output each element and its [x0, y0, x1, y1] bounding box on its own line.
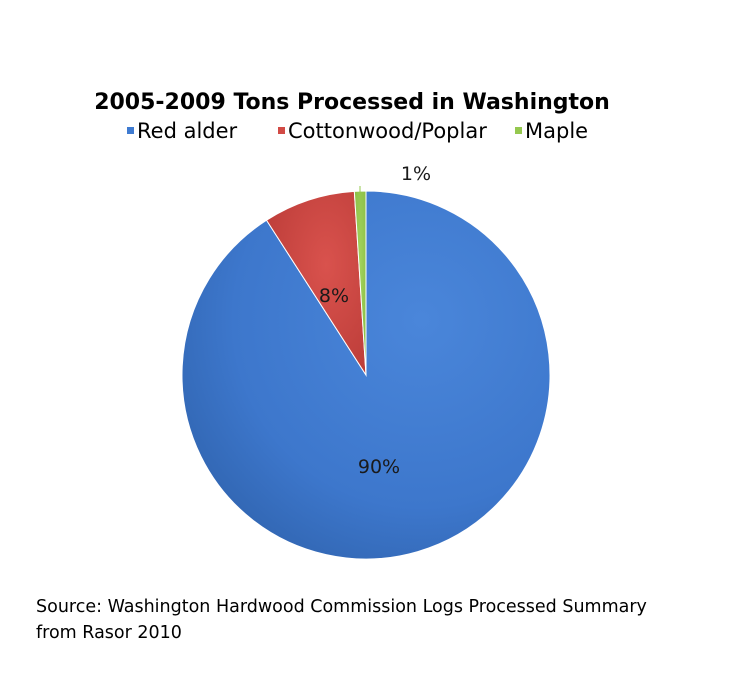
data-label-cottonwood-poplar: 8%	[319, 285, 349, 307]
legend-swatch-red-alder	[127, 127, 134, 134]
legend: Red alder Cottonwood/Poplar Maple	[127, 119, 588, 143]
data-label-maple: 1%	[401, 163, 431, 185]
legend-label-red-alder: Red alder	[137, 119, 238, 143]
legend-swatch-cottonwood-poplar	[278, 127, 285, 134]
source-line-1: Source: Washington Hardwood Commission L…	[36, 594, 716, 620]
source-line-2: from Rasor 2010	[36, 620, 716, 646]
legend-label-maple: Maple	[525, 119, 588, 143]
source-note: Source: Washington Hardwood Commission L…	[36, 594, 716, 646]
legend-swatch-maple	[515, 127, 522, 134]
data-label-red-alder: 90%	[358, 456, 400, 478]
chart-title: 2005-2009 Tons Processed in Washington	[94, 90, 610, 115]
legend-label-cottonwood-poplar: Cottonwood/Poplar	[288, 119, 487, 143]
